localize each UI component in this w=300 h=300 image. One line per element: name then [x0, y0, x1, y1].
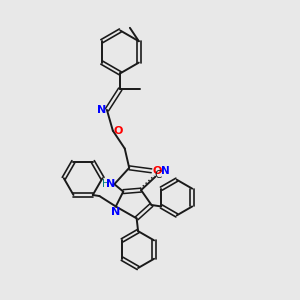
- Text: O: O: [152, 166, 161, 176]
- Text: O: O: [113, 126, 123, 136]
- Text: N: N: [106, 178, 115, 189]
- Text: H: H: [101, 178, 109, 189]
- Text: N: N: [97, 105, 106, 115]
- Text: N: N: [161, 167, 170, 176]
- Text: N: N: [111, 206, 120, 217]
- Text: C: C: [154, 170, 162, 180]
